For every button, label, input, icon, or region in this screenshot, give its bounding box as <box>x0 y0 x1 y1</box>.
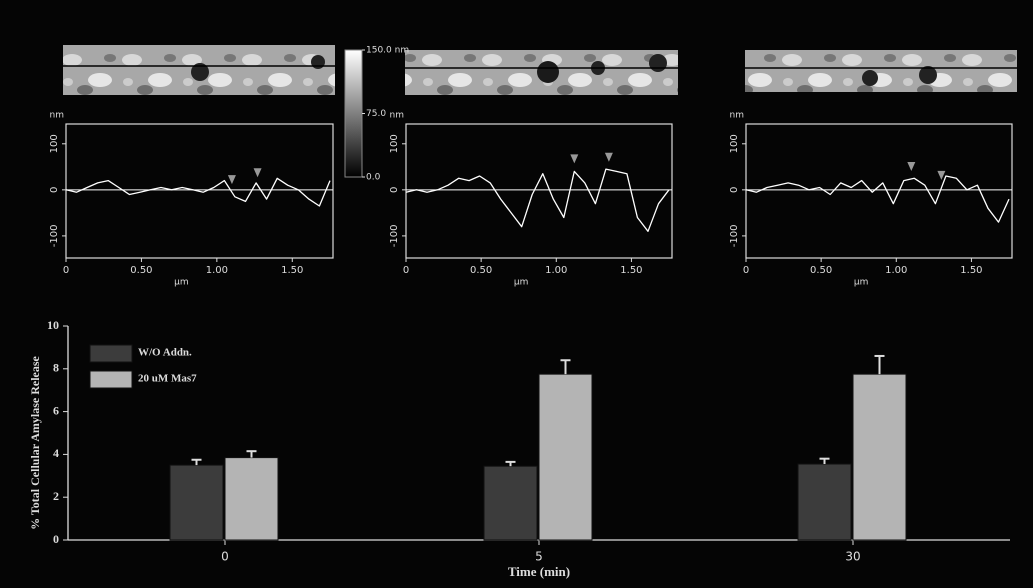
x-tick-label: 0.50 <box>470 265 492 276</box>
y-tick-label: 0 <box>49 187 60 193</box>
plot-frame <box>745 123 1013 259</box>
x-tick-label: 5 <box>535 550 543 564</box>
x-tick-label: 1.00 <box>885 265 907 276</box>
legend-swatch <box>89 370 133 389</box>
y-tick-label: 0 <box>389 187 400 193</box>
legend-swatch <box>89 344 133 363</box>
legend-label: W/O Addn. <box>138 347 192 359</box>
legend-label: 20 uM Mas7 <box>138 373 197 385</box>
x-tick-label: 30 <box>845 550 860 564</box>
y-tick-label: 0 <box>729 187 740 193</box>
y-tick-label: -100 <box>729 225 740 248</box>
arrow-marker <box>570 154 579 164</box>
arrow-marker <box>937 170 946 180</box>
afm-image <box>745 50 1017 92</box>
x-tick-label: 1.00 <box>545 265 567 276</box>
x-axis-label: µm <box>514 278 529 288</box>
arrow-marker <box>253 168 262 178</box>
bar <box>797 463 852 541</box>
x-tick-label: 1.50 <box>281 265 303 276</box>
x-axis-label: Time (min) <box>508 564 570 579</box>
y-axis-label: nm <box>390 111 404 121</box>
arrow-marker <box>907 161 916 171</box>
colorbar-label: 75.0 <box>366 109 386 119</box>
x-tick-label: 0 <box>743 265 749 276</box>
x-tick-label: 1.00 <box>206 265 228 276</box>
arrow-marker <box>227 175 236 185</box>
y-tick-label: 100 <box>389 134 400 153</box>
afm-image <box>405 50 678 95</box>
y-tick-label: 2 <box>53 489 59 503</box>
x-tick-label: 0.50 <box>810 265 832 276</box>
arrow-marker <box>604 152 613 162</box>
x-axis-label: µm <box>174 278 189 288</box>
y-tick-label: 0 <box>53 532 59 546</box>
plot-frame <box>65 123 334 259</box>
y-axis-label: nm <box>50 111 64 121</box>
colorbar-label: 0.0 <box>366 173 381 183</box>
x-tick-label: 0 <box>221 550 229 564</box>
colorbar-label: 150.0 nm <box>366 46 409 56</box>
profile-line <box>745 175 1010 223</box>
profile-line <box>65 177 331 207</box>
x-axis-label: µm <box>854 278 869 288</box>
bar <box>224 457 279 541</box>
profile-line <box>405 168 670 232</box>
y-tick-label: 100 <box>49 134 60 153</box>
y-tick-label: 100 <box>729 134 740 153</box>
afm-image <box>63 45 335 95</box>
y-tick-label: 10 <box>47 318 59 332</box>
x-tick-label: 1.50 <box>960 265 982 276</box>
x-tick-label: 0 <box>403 265 409 276</box>
y-tick-label: 4 <box>53 446 59 460</box>
x-tick-label: 1.50 <box>620 265 642 276</box>
x-tick-label: 0 <box>63 265 69 276</box>
bar <box>538 373 593 541</box>
bar <box>852 373 907 541</box>
y-tick-label: -100 <box>49 225 60 248</box>
y-tick-label: -100 <box>389 225 400 248</box>
x-tick-label: 0.50 <box>130 265 152 276</box>
y-tick-label: 8 <box>53 361 59 375</box>
plot-frame <box>405 123 673 259</box>
bar <box>169 464 224 541</box>
colorbar <box>344 49 363 178</box>
y-axis-label: nm <box>730 111 744 121</box>
y-axis-label: % Total Cellular Amylase Release <box>28 355 42 529</box>
bar <box>483 465 538 541</box>
y-tick-label: 6 <box>53 403 59 417</box>
